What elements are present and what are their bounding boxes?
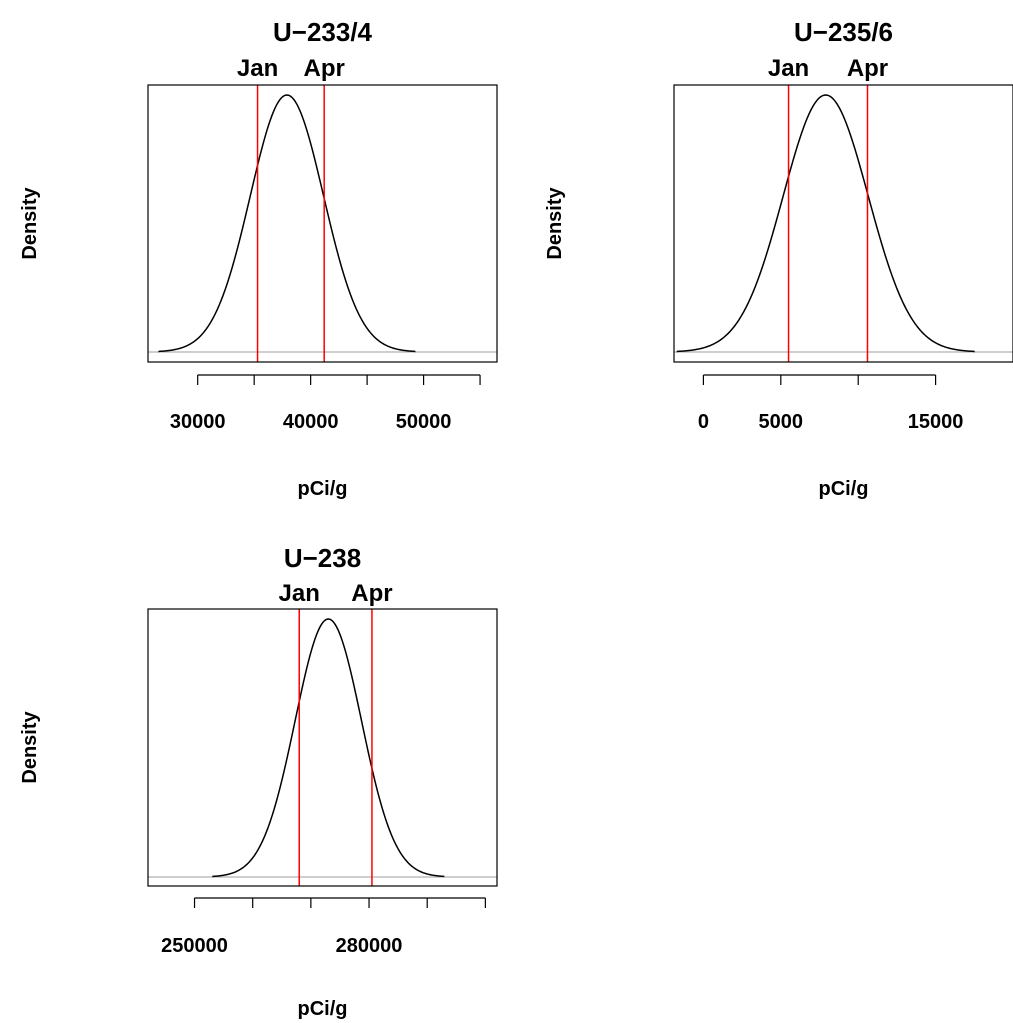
plot-frame — [147, 84, 498, 363]
marker-label-jan: Jan — [237, 55, 278, 82]
y-axis-label: Density — [19, 187, 41, 260]
density-curve — [158, 94, 416, 353]
density-curve — [676, 94, 975, 353]
chart-panel-1: Jan Apr 30000 40000 50000 U−233/4 pCi/g Density — [19, 17, 498, 500]
x-axis-label: pCi/g — [298, 478, 348, 500]
plot-frame — [673, 84, 1013, 363]
x-tick-label: 250000 — [161, 935, 228, 957]
x-axis-label: pCi/g — [298, 998, 348, 1020]
x-tick-label: 50000 — [396, 411, 452, 433]
x-tick-label: 0 — [698, 411, 709, 433]
x-tick-label: 30000 — [170, 411, 226, 433]
chart-title: U−233/4 — [273, 17, 373, 47]
x-tick-label: 40000 — [283, 411, 339, 433]
marker-label-apr: Apr — [847, 55, 888, 82]
chart-title: U−235/6 — [794, 17, 893, 47]
marker-label-jan: Jan — [768, 55, 809, 82]
marker-label-apr: Apr — [351, 580, 392, 607]
chart-panel-3: Jan Apr 250000 280000 U−238 pCi/g Density — [19, 543, 498, 1020]
x-tick-label: 280000 — [336, 935, 403, 957]
y-axis-label: Density — [19, 711, 41, 784]
marker-label-jan: Jan — [279, 580, 320, 607]
x-tick-label: 15000 — [908, 411, 964, 433]
x-tick-label: 5000 — [759, 411, 804, 433]
plot-frame — [147, 608, 498, 887]
x-axis-label: pCi/g — [819, 478, 869, 500]
chart-title: U−238 — [284, 543, 361, 573]
density-curve — [212, 618, 445, 878]
chart-panel-2: Jan Apr 0 5000 15000 U−235/6 pCi/g Density — [544, 17, 1013, 500]
marker-label-apr: Apr — [304, 55, 345, 82]
y-axis-label: Density — [544, 187, 566, 260]
